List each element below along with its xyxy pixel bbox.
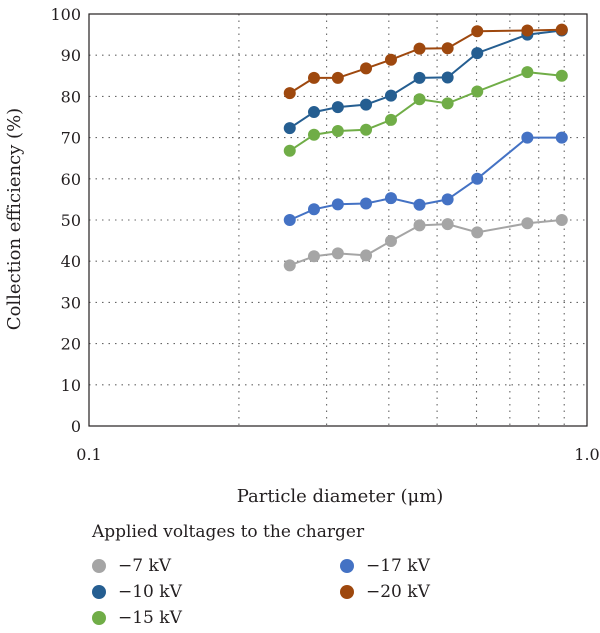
series-line xyxy=(289,29,562,129)
data-point xyxy=(307,250,320,263)
data-point xyxy=(413,42,426,55)
y-tick-label: 30 xyxy=(61,293,81,312)
y-tick-label: 90 xyxy=(61,46,81,65)
data-point xyxy=(471,47,484,60)
series-line xyxy=(289,28,562,94)
data-point xyxy=(331,101,344,114)
series-line xyxy=(289,136,562,221)
y-tick-label: 40 xyxy=(61,252,81,271)
series-group xyxy=(283,131,568,226)
data-point xyxy=(555,131,568,144)
series-line xyxy=(289,219,562,267)
data-point xyxy=(384,235,397,248)
y-tick-label: 50 xyxy=(61,211,81,230)
data-point xyxy=(331,247,344,260)
legend-label: −10 kV xyxy=(118,582,182,602)
series-layer xyxy=(283,23,568,272)
legend-marker-icon xyxy=(340,585,354,599)
y-tick-label: 70 xyxy=(61,129,81,148)
data-point xyxy=(283,144,296,157)
legend-marker-icon xyxy=(92,611,106,625)
legend-title: Applied voltages to the charger xyxy=(92,522,365,542)
data-point xyxy=(384,53,397,66)
data-point xyxy=(307,106,320,119)
data-point xyxy=(331,125,344,138)
series-group xyxy=(283,66,568,157)
data-point xyxy=(307,71,320,84)
data-point xyxy=(283,259,296,272)
legend-marker-icon xyxy=(340,559,354,573)
legend-label: −15 kV xyxy=(118,608,182,628)
data-point xyxy=(555,23,568,36)
data-point xyxy=(471,85,484,98)
data-point xyxy=(413,219,426,232)
data-point xyxy=(471,172,484,185)
data-point xyxy=(441,218,454,231)
data-point xyxy=(521,24,534,37)
y-tick-label: 100 xyxy=(50,5,81,24)
data-point xyxy=(555,69,568,82)
collection-efficiency-chart: 0 10 20 30 40 50 60 70 80 90 100 0.1 1.0 Particle di… xyxy=(4,5,600,507)
legend-marker-icon xyxy=(92,559,106,573)
data-point xyxy=(384,192,397,205)
y-tick-label: 10 xyxy=(61,376,81,395)
x-tick-label: 0.1 xyxy=(76,445,101,464)
data-point xyxy=(384,113,397,126)
plot-frame xyxy=(88,13,588,427)
y-tick-label: 0 xyxy=(71,417,81,436)
legend-label: −20 kV xyxy=(366,582,430,602)
series-group xyxy=(283,23,568,100)
data-point xyxy=(360,62,373,75)
x-axis-title: Particle diameter (μm) xyxy=(237,486,444,507)
data-point xyxy=(521,131,534,144)
data-point xyxy=(521,66,534,79)
data-point xyxy=(471,226,484,239)
data-point xyxy=(441,42,454,55)
plot-border xyxy=(88,13,588,427)
data-point xyxy=(307,128,320,141)
legend-label: −17 kV xyxy=(366,556,430,576)
data-point xyxy=(331,198,344,211)
legend-marker-icon xyxy=(92,585,106,599)
legend-label: −7 kV xyxy=(118,556,172,576)
data-point xyxy=(471,25,484,38)
legend: Applied voltages to the charger −7 kV −10… xyxy=(0,520,600,633)
y-axis-title: Collection efficiency (%) xyxy=(4,108,25,330)
data-point xyxy=(360,249,373,262)
data-point xyxy=(331,71,344,84)
data-point xyxy=(555,214,568,226)
data-point xyxy=(283,214,296,226)
data-point xyxy=(413,93,426,106)
tick-labels: 0 10 20 30 40 50 60 70 80 90 100 0.1 1.0 xyxy=(50,5,599,464)
data-point xyxy=(283,87,296,100)
data-point xyxy=(360,197,373,210)
data-point xyxy=(283,122,296,135)
data-point xyxy=(384,89,397,102)
data-point xyxy=(360,98,373,111)
data-point xyxy=(360,123,373,136)
y-tick-label: 80 xyxy=(61,87,81,106)
data-point xyxy=(441,193,454,206)
data-point xyxy=(441,97,454,110)
data-point xyxy=(441,71,454,84)
y-tick-label: 60 xyxy=(61,170,81,189)
x-tick-label: 1.0 xyxy=(574,445,599,464)
data-point xyxy=(413,198,426,211)
data-point xyxy=(521,217,534,230)
y-tick-label: 20 xyxy=(61,335,81,354)
data-point xyxy=(307,203,320,216)
data-point xyxy=(413,71,426,84)
series-group xyxy=(283,214,568,272)
series-line xyxy=(289,71,562,152)
